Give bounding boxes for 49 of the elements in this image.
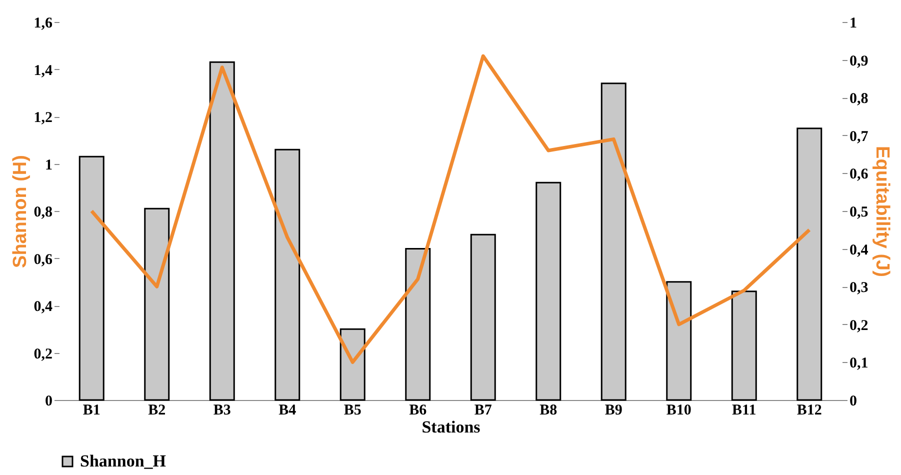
x-tick-label: B5 xyxy=(344,402,362,418)
x-tick-label: B6 xyxy=(409,402,428,418)
y-axis-title: Shannon (H) xyxy=(10,155,31,268)
y2-tick-label: 0,2 xyxy=(850,318,868,334)
x-tick-label: B8 xyxy=(540,402,558,418)
y-tick-label: 0,8 xyxy=(34,204,52,220)
y2-tick-label: 0,1 xyxy=(850,356,868,372)
x-tick-label: B12 xyxy=(796,402,822,418)
y2-tick-label: 0,3 xyxy=(850,280,868,296)
x-tick-label: B9 xyxy=(604,402,622,418)
y-tick-label: 0,6 xyxy=(34,252,53,268)
x-tick-label: B7 xyxy=(474,402,492,418)
bar xyxy=(209,61,235,401)
y2-tick-label: 0,8 xyxy=(850,91,868,108)
y-tick-label: 0,4 xyxy=(34,299,53,315)
bar xyxy=(274,148,300,401)
y2-tick-label: 0 xyxy=(850,394,857,410)
bar xyxy=(666,281,692,401)
x-tick-label: B10 xyxy=(666,402,692,418)
y2-tick-label: 0,5 xyxy=(850,204,868,220)
x-tick-label: B4 xyxy=(278,402,297,418)
y-tick-label: 0 xyxy=(45,394,52,410)
y2-tick-label: 0,6 xyxy=(850,166,869,183)
x-tick-label: B2 xyxy=(148,402,166,418)
y-tick-label: 0,2 xyxy=(34,346,52,362)
y2-tick-label: 0,9 xyxy=(850,53,868,70)
legend-label: Shannon_H xyxy=(80,452,166,470)
y2-tick-label: 1 xyxy=(850,16,857,32)
x-tick-label: B3 xyxy=(213,402,231,418)
bar xyxy=(731,290,757,401)
bar xyxy=(796,128,822,401)
bar xyxy=(405,248,431,401)
bar xyxy=(600,82,626,401)
bar xyxy=(78,156,104,401)
y2-tick-label: 0,4 xyxy=(850,242,869,258)
y-tick-label: 1,6 xyxy=(34,16,53,32)
y2-tick-label: 0,7 xyxy=(850,128,869,145)
x-tick-label: B1 xyxy=(82,402,100,418)
line-series xyxy=(90,54,812,364)
bar xyxy=(144,208,170,401)
y-tick-label: 1,4 xyxy=(34,62,53,79)
bar xyxy=(536,182,562,401)
x-tick-label: B11 xyxy=(732,402,756,418)
x-axis-title: Stations xyxy=(422,418,481,436)
bar xyxy=(470,234,496,401)
y-tick-label: 1,2 xyxy=(34,110,52,126)
y-tick-label: 1 xyxy=(45,157,52,174)
bar xyxy=(340,328,366,401)
y2-axis-title: Equitability (J) xyxy=(871,146,892,277)
